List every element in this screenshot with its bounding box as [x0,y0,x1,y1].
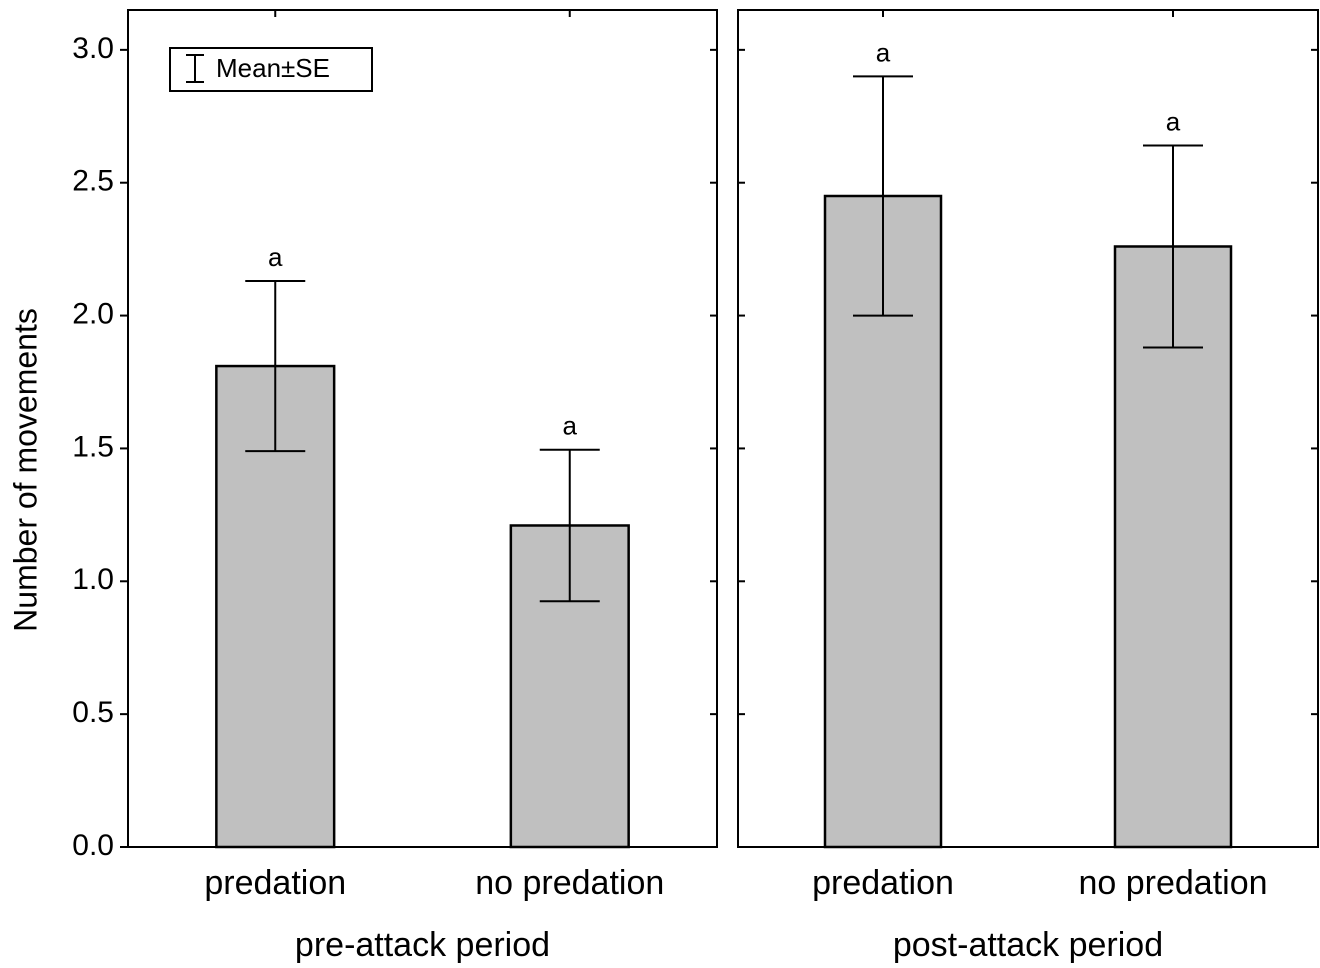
significance-label: a [563,411,578,441]
y-axis-label: Number of movements [7,308,43,632]
x-tick-label: no predation [475,864,664,902]
y-tick-label: 0.0 [72,829,114,862]
error-bar [539,448,600,603]
significance-label: a [876,37,891,67]
error-bar [853,75,913,317]
x-tick-label: predation [812,864,954,902]
x-tick-label: predation [204,864,346,902]
legend-box [169,47,373,92]
error-bar [1143,144,1203,349]
y-tick-label: 0.5 [72,696,114,729]
x-axis-label: post-attack period [893,926,1163,964]
y-tick-label: 1.0 [72,563,114,596]
y-tick-label: 2.5 [72,165,114,198]
significance-label: a [1166,106,1181,136]
error-bar [245,280,306,453]
legend-icon [186,54,204,83]
x-tick-label: no predation [1078,864,1267,902]
x-axis-label: pre-attack period [295,926,550,964]
y-tick-label: 3.0 [72,32,114,65]
plot-frame [127,9,718,848]
y-tick-label: 2.0 [72,297,114,330]
y-tick-label: 1.5 [72,430,114,463]
plot-frame [737,9,1319,848]
legend-label: Mean±SE [216,53,330,83]
significance-label: a [268,242,283,272]
